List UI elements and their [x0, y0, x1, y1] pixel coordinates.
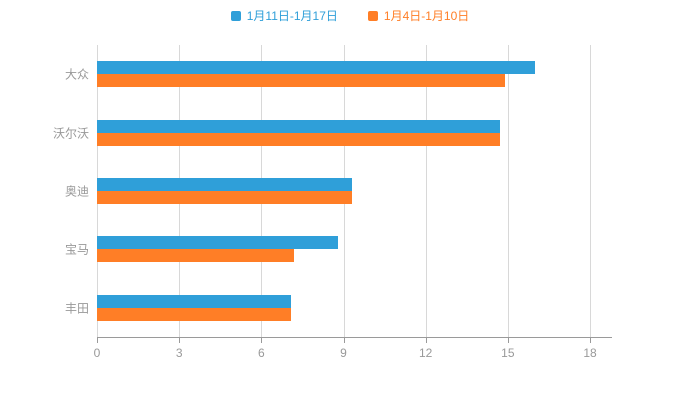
axis-tick [179, 338, 181, 343]
bar-series1 [97, 119, 500, 133]
bar-series2 [97, 74, 506, 88]
grid-line [425, 45, 427, 337]
bar-series2 [97, 249, 295, 263]
bar-series1 [97, 236, 339, 250]
legend-item-series1[interactable]: 1月11日-1月17日 [230, 7, 338, 24]
y-axis-label: 丰田 [64, 301, 89, 316]
legend-marker-series2-icon [367, 10, 378, 21]
axis-tick [261, 338, 263, 343]
x-axis-label: 6 [257, 346, 265, 360]
y-axis-label: 大众 [64, 67, 89, 82]
legend-item-series2[interactable]: 1月4日-1月10日 [367, 7, 470, 24]
x-axis-label: 12 [418, 346, 433, 360]
x-axis-line [97, 337, 612, 338]
legend-label-series2: 1月4日-1月10日 [383, 9, 470, 23]
legend-marker-series1-icon [230, 10, 241, 21]
x-axis-label: 0 [93, 346, 101, 360]
grid-line [507, 45, 509, 337]
bar-series1 [97, 178, 352, 191]
axis-tick [97, 338, 98, 343]
bar-series2 [97, 307, 292, 321]
y-axis-label: 奥迪 [64, 184, 89, 199]
axis-tick [507, 338, 509, 343]
plot-area [97, 45, 591, 337]
legend-label-series1: 1月11日-1月17日 [246, 9, 338, 23]
x-axis-label: 18 [583, 346, 597, 360]
bar-series1 [97, 61, 536, 75]
y-axis-label: 宝马 [64, 242, 89, 257]
y-axis-label: 沃尔沃 [52, 126, 89, 141]
axis-tick [425, 338, 427, 343]
bar-series1 [97, 294, 292, 308]
bar-series2 [97, 132, 500, 146]
grid-line [590, 45, 591, 337]
axis-tick [590, 338, 591, 343]
x-axis-label: 15 [501, 346, 515, 360]
x-axis-label: 9 [340, 346, 347, 360]
bar-series2 [97, 191, 352, 204]
legend: 1月11日-1月17日 1月4日-1月10日 [0, 7, 700, 24]
x-axis-label: 3 [175, 346, 183, 360]
axis-tick [343, 338, 345, 343]
